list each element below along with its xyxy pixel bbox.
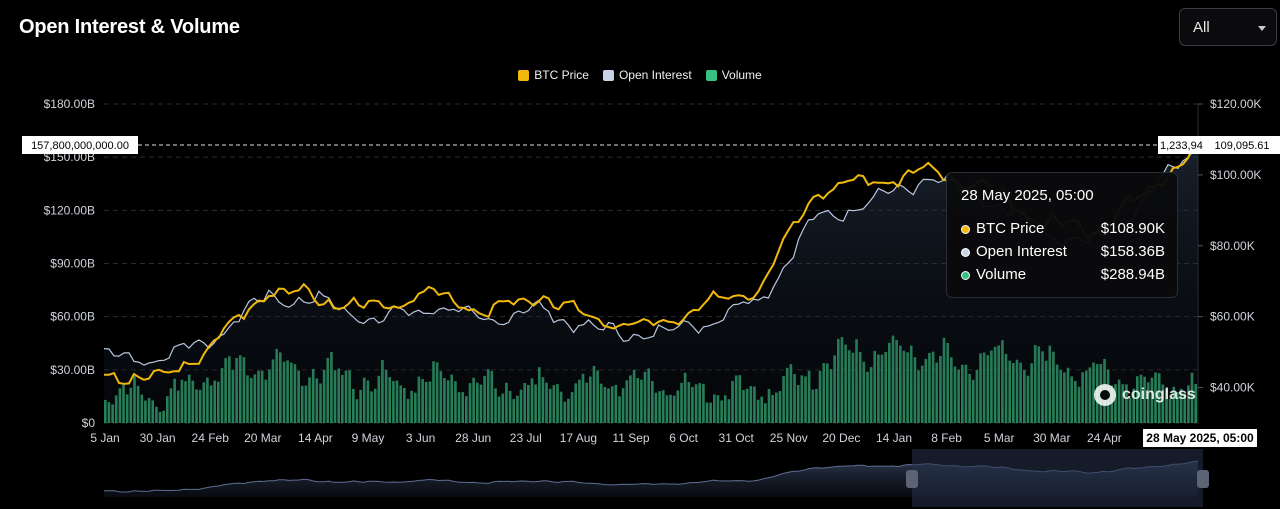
series-dot (961, 247, 970, 257)
x-axis-tick: 25 Nov (770, 431, 808, 445)
chevron-down-icon (1258, 26, 1266, 31)
legend-label: Volume (721, 68, 762, 82)
crosshair-left-label-box (22, 136, 138, 154)
x-axis-tick: 9 May (352, 431, 385, 445)
legend-swatch (705, 69, 717, 81)
crosshair: 157,800,000,000.00 1,233,94 109,095.61 28 M… (22, 136, 1280, 447)
tooltip-value: $108.90K (1100, 220, 1165, 237)
legend-swatch (518, 69, 530, 81)
tooltip-row-volume: Volume $288.94B (961, 266, 1165, 283)
tooltip-date: 28 May 2025, 05:00 (961, 187, 1094, 204)
coinglass-logo: coinglass (1092, 382, 1196, 408)
x-axis-tick: 30 Jan (140, 431, 176, 445)
legend-label: Open Interest (618, 68, 692, 82)
crosshair-oi-label: 1,233,94 (1160, 140, 1203, 152)
left-axis-tick: $90.00B (50, 257, 95, 271)
tooltip-label: Open Interest (976, 243, 1067, 260)
tooltip-row-open-interest: Open Interest $158.36B (961, 243, 1165, 260)
legend-label: BTC Price (534, 68, 589, 82)
right-axis-tick: $80.00K (1210, 239, 1255, 253)
tooltip-label: Volume (976, 266, 1027, 283)
legend-item-open-interest[interactable]: Open Interest (602, 68, 692, 82)
tooltip-row-btc-price: BTC Price $108.90K (961, 220, 1165, 237)
crosshair-x-label: 28 May 2025, 05:00 (1146, 431, 1254, 445)
open-interest-area (104, 142, 1198, 423)
tooltip-value: $288.94B (1100, 266, 1165, 283)
x-axis-tick: 20 Mar (244, 431, 281, 445)
left-axis-tick: $180.00B (44, 97, 95, 111)
right-axis-tick: $120.00K (1210, 97, 1261, 111)
watermark-text: coinglass (1122, 386, 1196, 403)
x-axis-tick: 14 Jan (876, 431, 912, 445)
crosshair-right-label: 109,095.61 (1214, 140, 1269, 152)
right-axis-tick: $60.00K (1210, 310, 1255, 324)
x-axis-tick: 8 Feb (931, 431, 962, 445)
series-dot (961, 270, 970, 280)
range-select-dropdown[interactable]: All (1179, 8, 1277, 46)
crosshair-right-label-box (1204, 136, 1280, 154)
logo-icon (1094, 384, 1116, 406)
x-axis-tick: 20 Dec (822, 431, 860, 445)
x-axis-tick: 6 Oct (669, 431, 698, 445)
left-axis-tick: $0 (82, 416, 96, 430)
x-axis-tick: 31 Oct (719, 431, 755, 445)
crosshair-x-label-box (1143, 429, 1257, 447)
navigator-right-handle[interactable] (1197, 470, 1209, 488)
navigator-left-handle[interactable] (906, 470, 918, 488)
x-axis-tick: 3 Jun (406, 431, 435, 445)
x-axis-tick: 30 Mar (1033, 431, 1070, 445)
navigator-selection (912, 449, 1203, 507)
x-axis-tick: 17 Aug (560, 431, 597, 445)
tooltip-value: $158.36B (1100, 243, 1165, 260)
left-axis-tick: $60.00B (50, 310, 95, 324)
range-navigator[interactable] (104, 449, 1209, 507)
chart-legend: BTC Price Open Interest Volume (0, 68, 1280, 82)
legend-item-volume[interactable]: Volume (705, 68, 762, 82)
x-axis-tick: 24 Feb (192, 431, 230, 445)
left-axis: $0$30.00B$60.00B$90.00B$120.00B$150.00B$… (44, 97, 96, 430)
chart-tooltip: 28 May 2025, 05:00 BTC Price $108.90K Op… (946, 172, 1178, 298)
x-axis: 5 Jan 30 Jan 24 Feb 20 Mar 14 Apr 9 May 3 Jun 2… (90, 431, 1121, 445)
x-axis-tick: 23 Jul (510, 431, 542, 445)
left-axis-tick: $120.00B (44, 203, 95, 217)
x-axis-tick: 11 Sep (612, 431, 649, 445)
x-axis-tick: 5 Mar (984, 431, 1015, 445)
page-title: Open Interest & Volume (19, 16, 240, 38)
legend-item-btc-price[interactable]: BTC Price (518, 68, 589, 82)
legend-swatch (602, 69, 614, 81)
crosshair-left-label: 157,800,000,000.00 (31, 140, 129, 152)
left-axis-tick: $30.00B (50, 363, 95, 377)
x-axis-tick: 5 Jan (90, 431, 119, 445)
x-axis-tick: 28 Jun (455, 431, 491, 445)
series-dot (961, 224, 970, 234)
tooltip-label: BTC Price (976, 220, 1045, 237)
right-axis-tick: $40.00K (1210, 381, 1255, 395)
crosshair-oi-label-box (1158, 136, 1204, 154)
x-axis-tick: 24 Apr (1087, 431, 1122, 445)
right-axis-tick: $100.00K (1210, 168, 1261, 182)
range-select-value: All (1193, 19, 1210, 36)
x-axis-tick: 14 Apr (298, 431, 333, 445)
